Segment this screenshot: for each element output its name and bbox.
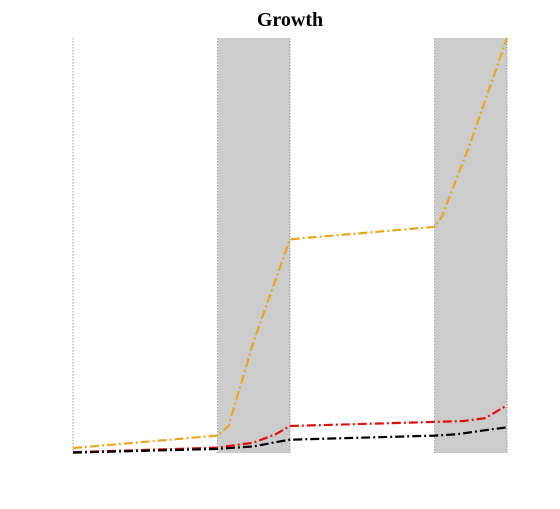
shaded-region-2 [434, 38, 507, 453]
series-line-2 [72, 404, 508, 454]
shaded-region-1 [217, 38, 290, 453]
shaded-regions [217, 38, 507, 453]
vertical-guide-lines [72, 38, 508, 453]
series-lines [72, 37, 509, 454]
series-line-1 [72, 37, 509, 450]
series-line-3 [72, 426, 508, 454]
chart-title: Growth [256, 9, 324, 31]
